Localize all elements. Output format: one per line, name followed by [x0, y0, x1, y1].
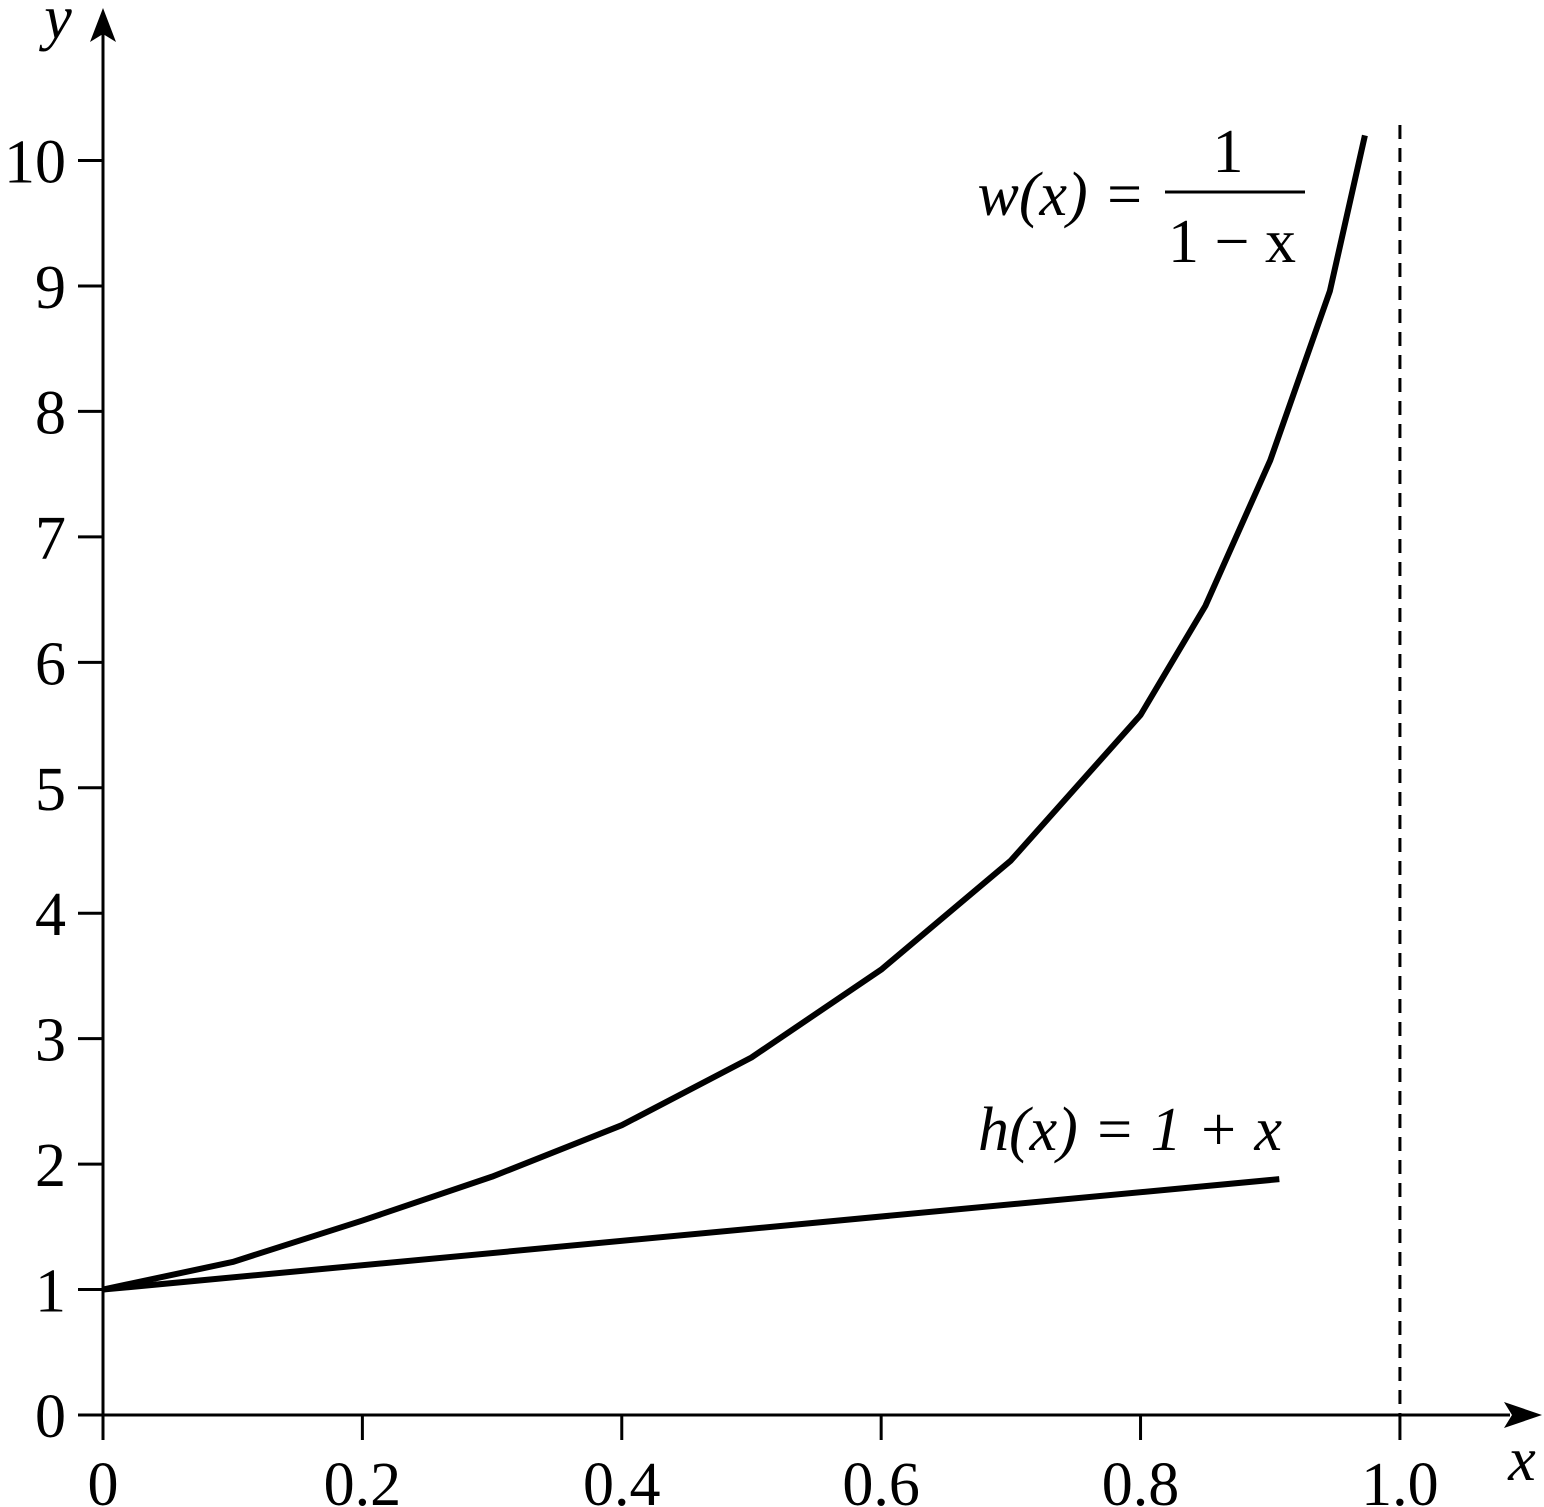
x-tick-label: 0.6 [842, 1451, 920, 1507]
y-tick-label: 5 [35, 756, 66, 824]
curve-label-numerator: 1 [1213, 118, 1244, 186]
y-tick-label: 2 [35, 1132, 66, 1200]
y-tick-label: 7 [35, 505, 66, 573]
x-axis-label: x [1507, 1426, 1536, 1494]
y-tick-label: 9 [35, 254, 66, 322]
x-axis-arrow [1504, 1402, 1542, 1428]
curve-label: w(x) = [977, 161, 1145, 229]
y-tick-label: 10 [4, 129, 66, 197]
y-tick-label: 4 [35, 881, 66, 949]
series-line [102, 1176, 1280, 1293]
x-tick-label: 0.2 [324, 1451, 402, 1507]
y-tick-label: 1 [35, 1258, 66, 1326]
y-axis-arrow [90, 8, 116, 42]
x-tick-label: 0.4 [583, 1451, 661, 1507]
curve-label: h(x) = 1 + x [978, 1096, 1282, 1164]
x-tick-label: 1.0 [1361, 1451, 1439, 1507]
y-tick-label: 3 [35, 1007, 66, 1075]
y-tick-label: 0 [35, 1383, 66, 1451]
series-line [102, 134, 1368, 1293]
x-tick-label: 0 [88, 1451, 119, 1507]
y-tick-label: 8 [35, 379, 66, 447]
x-tick-label: 0.8 [1102, 1451, 1180, 1507]
y-tick-label: 6 [35, 630, 66, 698]
y-axis-label: y [38, 0, 72, 52]
curve-label-denominator: 1 − x [1168, 208, 1296, 276]
